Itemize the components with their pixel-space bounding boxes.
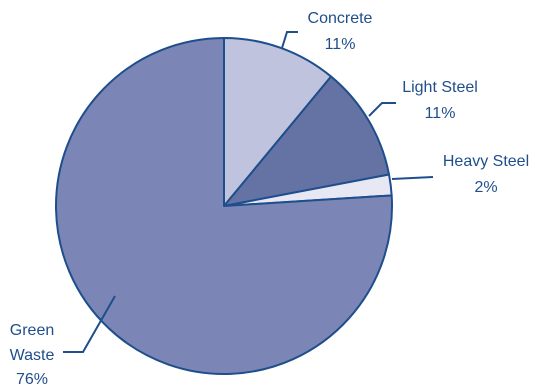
label-light-steel-name: Light Steel — [402, 79, 478, 96]
pie-slice-concrete — [223, 37, 333, 207]
slice-labels: Concrete 11% Light Steel 11% Heavy Steel… — [10, 10, 530, 388]
label-green-waste-name-line2: Waste — [10, 347, 55, 364]
pie-slices — [55, 37, 394, 375]
leader-line-heavy-steel — [391, 176, 434, 180]
pie-slice-light-steel — [223, 75, 391, 207]
leader-line-green-waste — [63, 295, 116, 353]
label-heavy-steel-name: Heavy Steel — [443, 153, 529, 170]
label-heavy-steel-value: 2% — [474, 179, 497, 196]
pie-slice-green-waste — [55, 37, 394, 375]
leader-lines — [63, 31, 434, 353]
label-light-steel-value: 11% — [425, 105, 456, 122]
leader-line-concrete — [281, 31, 298, 49]
label-green-waste-name-line1: Green — [10, 322, 54, 339]
label-concrete-value: 11% — [325, 36, 356, 53]
label-concrete-name: Concrete — [308, 10, 373, 27]
label-green-waste-value: 76% — [16, 371, 48, 388]
leader-line-light-steel — [368, 102, 396, 117]
